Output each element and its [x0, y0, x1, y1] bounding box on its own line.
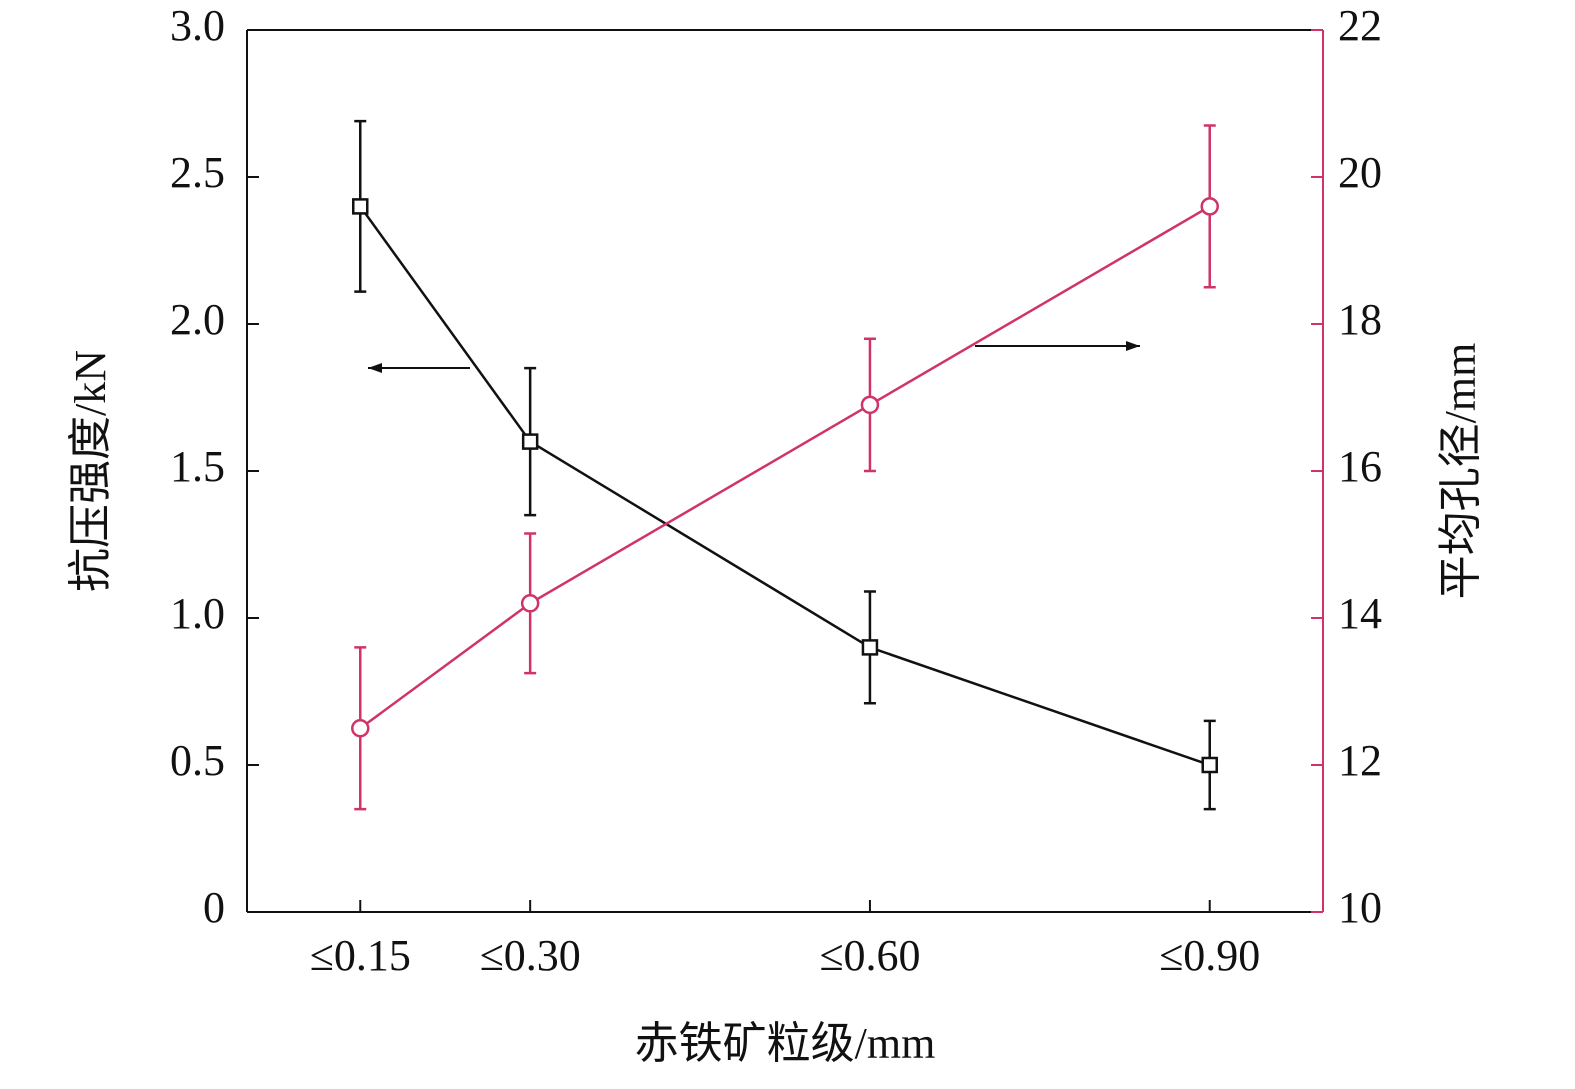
- point: [352, 198, 369, 215]
- y2-tick-label: 10: [1338, 883, 1382, 932]
- x-tick-label: ≤0.60: [819, 931, 920, 980]
- y2-axis-title: 平均孔径/mm: [1436, 343, 1485, 600]
- point: [520, 594, 540, 613]
- x-axis-title: 赤铁矿粒级/mm: [635, 1019, 936, 1068]
- y2-tick-label: 20: [1338, 148, 1382, 197]
- y-tick-label: 2.5: [170, 148, 225, 197]
- x-tick-label: ≤0.15: [310, 931, 411, 980]
- y-tick-label: 1.5: [170, 442, 225, 491]
- x-tick-label: ≤0.30: [480, 931, 581, 980]
- y2-tick-label: 12: [1338, 736, 1382, 785]
- point: [351, 719, 370, 738]
- x-tick-label: ≤0.90: [1159, 931, 1260, 980]
- y-tick-label: 3.0: [170, 1, 225, 50]
- point: [521, 433, 539, 450]
- series-line: [359, 205, 1211, 730]
- point: [860, 395, 880, 415]
- point: [1201, 756, 1218, 774]
- y-tick-label: 0: [203, 883, 225, 932]
- y2-tick-label: 18: [1338, 295, 1382, 344]
- y-axis-title: 抗压强度/kN: [66, 350, 115, 592]
- series-line: [359, 205, 1211, 767]
- y2-tick-label: 22: [1338, 1, 1382, 50]
- y-tick-label: 0.5: [170, 736, 225, 785]
- point: [861, 639, 879, 656]
- y-tick-label: 2.0: [170, 295, 225, 344]
- y2-tick-label: 16: [1338, 442, 1382, 491]
- y2-tick-label: 14: [1338, 589, 1382, 638]
- y-tick-label: 1.0: [170, 589, 225, 638]
- point: [1200, 197, 1219, 216]
